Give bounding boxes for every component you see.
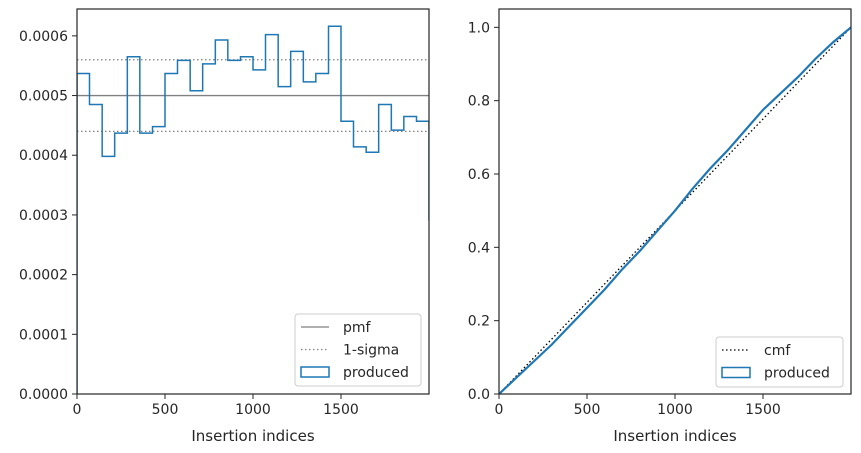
y-tick-label: 1.0 [468,20,490,36]
y-tick-label: 0.0006 [19,29,68,45]
chart-panel-1: 0 500 1000 1500 0.0000 0.0001 0.0002 0.0003 0.00… [19,8,430,445]
x-tick-label: 500 [152,402,179,418]
x-tick-label: 1000 [657,402,693,418]
y-tick-label: 0.0000 [19,387,68,403]
y-tick-label: 0.4 [468,240,490,256]
x-axis-label: Insertion indices [613,427,736,445]
plot-area [499,26,851,394]
produced-line-series [499,26,851,394]
legend-label: 1-sigma [343,343,399,359]
legend: pmf 1-sigma produced [294,313,422,387]
legend-swatch [721,366,751,379]
y-tick-label: 0.0004 [19,148,68,164]
legend-label: produced [343,365,409,381]
x-tick-label: 1500 [323,402,359,418]
cmf-line-series [499,26,851,394]
legend-label: pmf [343,320,372,336]
y-tick-label: 0.0 [468,387,490,403]
y-tick-label: 0.0003 [19,208,68,224]
x-axis-label: Insertion indices [191,427,314,445]
y-tick-label: 0.6 [468,167,490,183]
legend-box [294,313,422,387]
x-tick-label: 1500 [745,402,781,418]
plot-area [77,25,429,394]
x-tick-label: 0 [73,402,82,418]
x-tick-label: 1000 [235,402,271,418]
legend-swatch [300,366,330,378]
legend-label: produced [764,366,830,382]
legend-label: cmf [764,343,791,359]
produced-histogram-series [77,25,429,394]
y-tick-label: 0.0005 [19,89,68,105]
x-tick-label: 0 [495,402,504,418]
axes-frame [498,8,852,395]
y-tick-label: 0.8 [468,94,490,110]
legend: cmf produced [715,336,844,388]
chart-panel-2: 0 500 1000 1500 0.0 0.2 0.4 0.6 0.8 1.0 Insertion … [468,8,852,445]
y-tick-label: 0.0001 [19,327,68,343]
y-tick-label: 0.2 [468,314,490,330]
y-tick-label: 0.0002 [19,268,68,284]
x-tick-label: 500 [574,402,601,418]
legend-box [715,336,844,388]
